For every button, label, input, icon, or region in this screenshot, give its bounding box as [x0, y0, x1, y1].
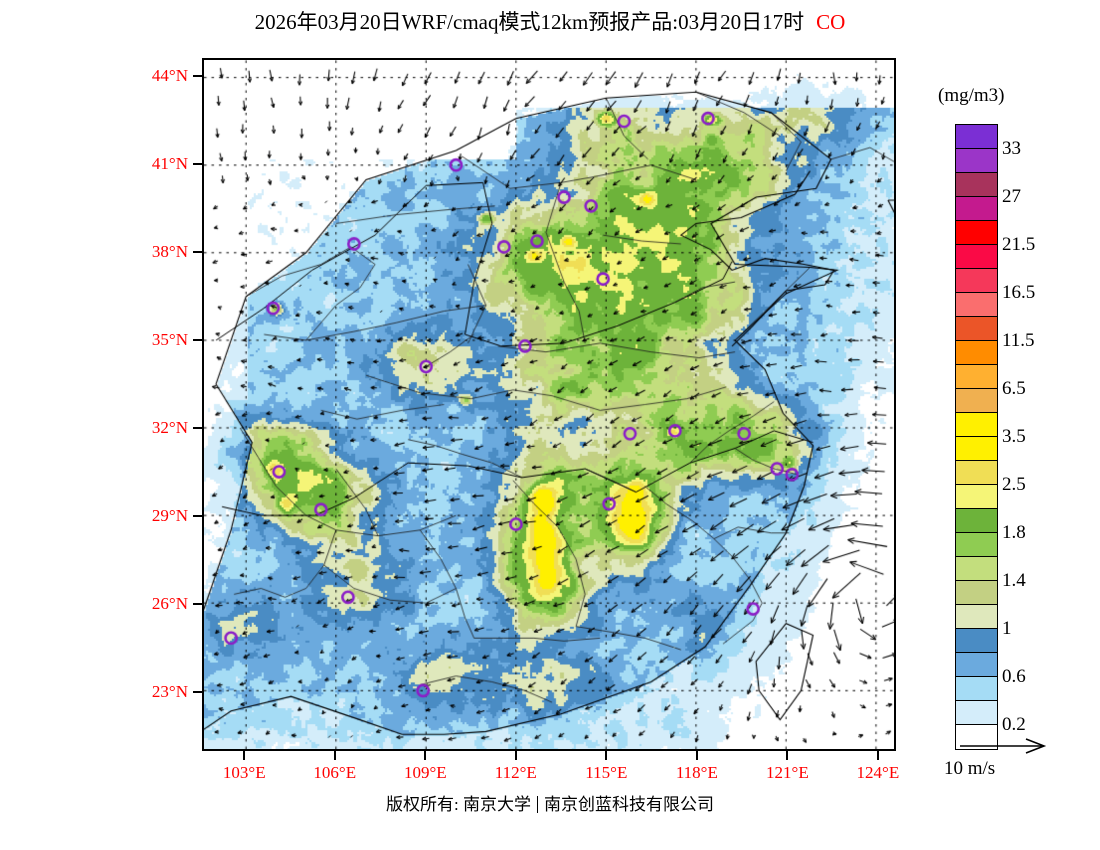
colorbar-band — [956, 653, 997, 677]
y-axis-tick — [193, 74, 202, 77]
page-title: 2026年03月20日WRF/cmaq模式12km预报产品:03月20日17时 C… — [0, 6, 1100, 36]
y-axis-tick-label: 41°N — [151, 153, 188, 173]
wind-arrow-icon — [960, 738, 1047, 754]
colorbar-tick-label: 21.5 — [1002, 234, 1036, 255]
y-axis-tick-label: 44°N — [151, 65, 188, 85]
wind-vector-scale: 10 m/s — [944, 738, 1084, 784]
y-axis-tick-label: 35°N — [151, 329, 188, 349]
colorbar-band — [956, 317, 997, 341]
colorbar-band — [956, 557, 997, 581]
colorbar-tick-label: 27 — [1002, 186, 1021, 207]
colorbar-band — [956, 701, 997, 725]
colorbar-band — [956, 221, 997, 245]
x-axis-tick — [243, 751, 246, 760]
x-axis-tick-label: 103°E — [222, 763, 266, 782]
y-axis-tick — [193, 426, 202, 429]
colorbar-band — [956, 197, 997, 221]
colorbar-band — [956, 149, 997, 173]
x-axis-tick — [786, 751, 789, 760]
colorbar-band — [956, 341, 997, 365]
y-axis-tick — [193, 250, 202, 253]
colorbar-band — [956, 509, 997, 533]
colorbar-band — [956, 413, 997, 437]
colorbar-band — [956, 533, 997, 557]
title-text: 2026年03月20日WRF/cmaq模式12km预报产品:03月20日17时 — [254, 10, 805, 34]
colorbar-band — [956, 437, 997, 461]
colorbar-band — [956, 125, 997, 149]
colorbar-band — [956, 293, 997, 317]
colorbar-band — [956, 605, 997, 629]
concentration-field-canvas — [204, 60, 894, 749]
map-plot-area[interactable] — [202, 58, 896, 751]
colorbar-tick-label: 1.8 — [1002, 522, 1026, 543]
x-axis-tick — [514, 751, 517, 760]
footer-separator — [536, 796, 538, 813]
colorbar-tick-label: 11.5 — [1002, 330, 1035, 351]
colorbar-band — [956, 581, 997, 605]
colorbar-tick-label: 33 — [1002, 138, 1021, 159]
y-axis-tick — [193, 515, 202, 518]
x-axis-tick — [605, 751, 608, 760]
x-axis-tick — [876, 751, 879, 760]
colorbar-tick-label: 0.6 — [1002, 666, 1026, 687]
y-axis-tick — [193, 691, 202, 694]
y-axis-tick-label: 29°N — [151, 506, 188, 526]
colorbar-band — [956, 389, 997, 413]
wind-scale-label: 10 m/s — [944, 758, 996, 779]
colorbar-band — [956, 725, 997, 749]
x-axis-tick — [424, 751, 427, 760]
colorbar-tick-label: 1.4 — [1002, 570, 1026, 591]
x-axis-tick — [695, 751, 698, 760]
colorbar-band — [956, 461, 997, 485]
x-axis-tick-label: 109°E — [403, 763, 447, 782]
colorbar-tick-label: 1 — [1002, 618, 1012, 639]
x-axis-tick-label: 121°E — [766, 763, 809, 782]
y-axis-tick-label: 32°N — [151, 417, 188, 437]
footer-company-text: 南京创蓝科技有限公司 — [543, 795, 714, 814]
colorbar-band — [956, 365, 997, 389]
colorbar-band — [956, 677, 997, 701]
y-axis-tick — [193, 162, 202, 165]
x-axis-tick-label: 115°E — [585, 763, 628, 782]
footer-copyright: 版权所有: 南京大学 南京创蓝科技有限公司 — [0, 790, 1100, 815]
colorbar-tick-label: 0.2 — [1002, 714, 1026, 735]
colorbar-band — [956, 173, 997, 197]
y-axis-tick-label: 23°N — [151, 682, 188, 702]
footer-copyright-text: 版权所有: 南京大学 — [386, 795, 531, 814]
y-axis-tick-label: 26°N — [151, 594, 188, 614]
x-axis-tick-label: 118°E — [675, 763, 718, 782]
y-axis-tick — [193, 603, 202, 606]
colorbar-band — [956, 485, 997, 509]
colorbar-band — [956, 245, 997, 269]
x-axis-tick-label: 112°E — [494, 763, 537, 782]
colorbar-units-label: (mg/m3) — [938, 85, 1005, 106]
colorbar-tick-label: 16.5 — [1002, 282, 1036, 303]
colorbar-tick-labels: 33 27 21.5 16.5 11.5 6.5 3.5 2.5 1.8 1.4 1 0.6 0.2 — [1002, 124, 1092, 749]
title-species-label: CO — [816, 10, 846, 34]
x-axis-tick — [333, 751, 336, 760]
x-axis-tick-label: 106°E — [313, 763, 357, 782]
x-axis-tick-label: 124°E — [856, 763, 900, 782]
colorbar-band — [956, 629, 997, 653]
y-axis-tick-label: 38°N — [151, 241, 188, 261]
colorbar-tick-label: 6.5 — [1002, 378, 1026, 399]
colorbar[interactable] — [955, 124, 998, 750]
colorbar-tick-label: 3.5 — [1002, 426, 1026, 447]
y-axis-tick — [193, 338, 202, 341]
colorbar-tick-label: 2.5 — [1002, 474, 1026, 495]
colorbar-band — [956, 269, 997, 293]
